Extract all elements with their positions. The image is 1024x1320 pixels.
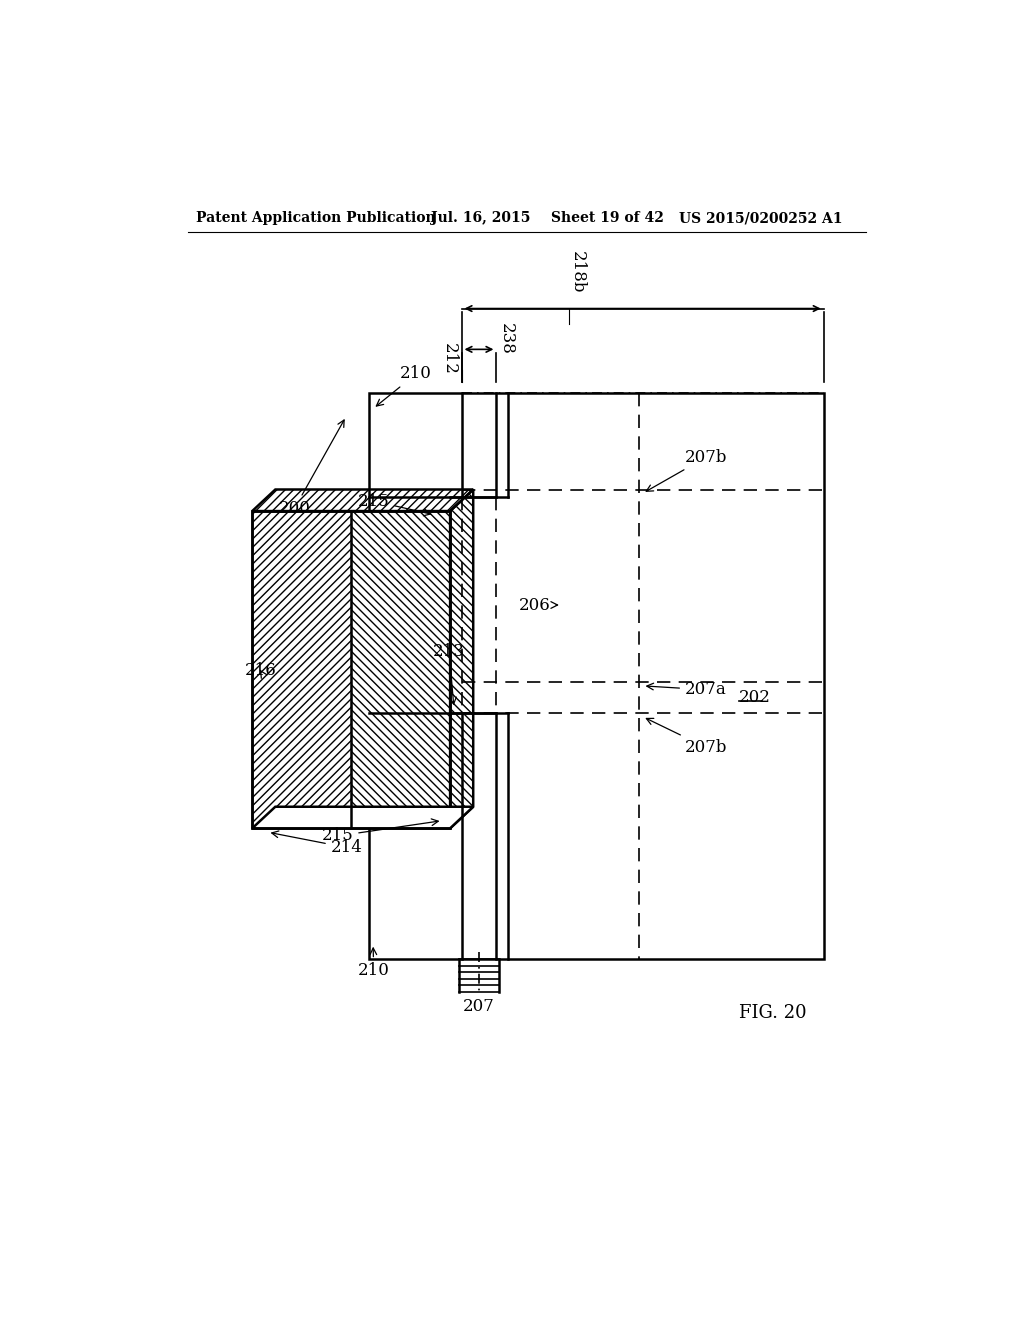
Text: FIG. 20: FIG. 20 (739, 1005, 807, 1022)
Text: 210: 210 (377, 366, 432, 407)
Text: 213: 213 (433, 643, 465, 704)
Bar (252, 511, 451, 829)
Text: 210: 210 (357, 948, 389, 979)
Text: 207b: 207b (646, 449, 727, 491)
Text: 215: 215 (357, 492, 431, 516)
Text: 212: 212 (441, 343, 458, 375)
Text: 215: 215 (322, 818, 438, 845)
Text: 218b: 218b (568, 251, 586, 293)
Text: Sheet 19 of 42: Sheet 19 of 42 (551, 211, 664, 226)
Text: 206: 206 (518, 597, 558, 614)
Polygon shape (252, 807, 473, 829)
Text: US 2015/0200252 A1: US 2015/0200252 A1 (679, 211, 843, 226)
Text: 214: 214 (271, 832, 362, 857)
Text: Patent Application Publication: Patent Application Publication (196, 211, 435, 226)
Text: 207: 207 (463, 998, 495, 1015)
Text: 238: 238 (498, 323, 515, 355)
Text: 202: 202 (739, 689, 771, 706)
Text: 216: 216 (245, 661, 276, 678)
Text: 207a: 207a (647, 681, 727, 698)
Bar (252, 511, 451, 829)
Text: Jul. 16, 2015: Jul. 16, 2015 (431, 211, 530, 226)
Text: 207b: 207b (646, 718, 727, 756)
Bar (370, 393, 823, 960)
Text: 200: 200 (279, 420, 344, 517)
